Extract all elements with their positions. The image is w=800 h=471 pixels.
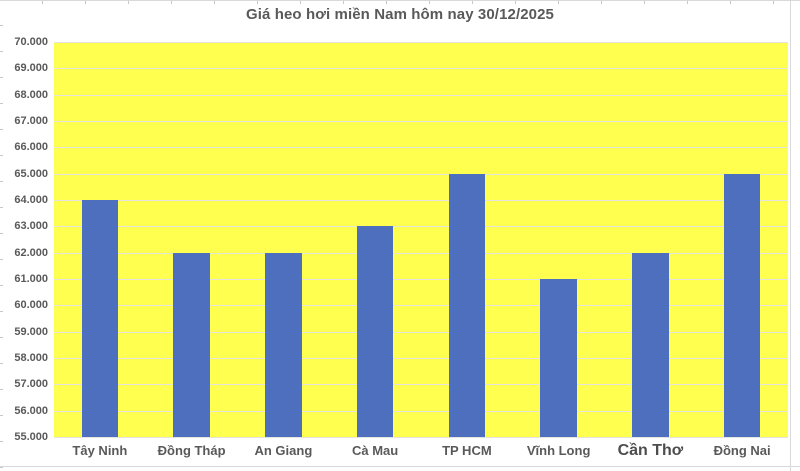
gridline [54, 253, 788, 254]
y-axis-tick-label: 57.000 [14, 378, 48, 390]
gridline [54, 279, 788, 280]
spreadsheet-row-gridline-stubs [0, 0, 3, 471]
gridline [54, 174, 788, 175]
spreadsheet-row-gridline [0, 466, 800, 467]
gridline [54, 42, 788, 43]
gridline [54, 147, 788, 148]
y-axis-tick-label: 67.000 [14, 115, 48, 127]
bar-đồng-nai [723, 173, 761, 437]
gridline [54, 121, 788, 122]
y-axis-tick-label: 69.000 [14, 62, 48, 74]
bar-tây-ninh [81, 200, 119, 437]
gridline [54, 95, 788, 96]
x-axis-tick-label: Tây Ninh [72, 443, 128, 458]
x-axis-tick-label: Đồng Nai [713, 443, 771, 458]
y-axis-tick-label: 55.000 [14, 431, 48, 443]
bar-cà-mau [356, 226, 394, 437]
y-axis-tick-label: 64.000 [14, 194, 48, 206]
chart-title: Giá heo hơi miền Nam hôm nay 30/12/2025 [245, 6, 555, 23]
bars-layer [54, 42, 788, 437]
spreadsheet-column-gridline [790, 0, 791, 471]
y-axis-tick-label: 61.000 [14, 273, 48, 285]
bar-cần-thơ [632, 252, 669, 437]
gridline [54, 411, 788, 412]
gridline [54, 200, 788, 201]
plot-area [54, 42, 788, 438]
gridline [54, 437, 788, 438]
spreadsheet-column-gridline-stubs [0, 0, 800, 4]
y-axis: 70.000 69.000 68.000 67.000 66.000 65.000 64.0… [0, 36, 48, 443]
bar-tp-hcm [448, 173, 486, 437]
gridline [54, 358, 788, 359]
y-axis-tick-label: 70.000 [14, 36, 48, 48]
y-axis-tick-label: 62.000 [14, 247, 48, 259]
x-axis-tick-label: Đồng Tháp [157, 443, 226, 458]
y-axis-tick-label: 68.000 [14, 89, 48, 101]
gridline [54, 305, 788, 306]
gridline [54, 226, 788, 227]
y-axis-tick-label: 66.000 [14, 141, 48, 153]
y-axis-tick-label: 59.000 [14, 326, 48, 338]
x-axis-tick-label: TP HCM [442, 443, 492, 458]
x-axis-tick-label: Vĩnh Long [526, 443, 591, 458]
y-axis-tick-label: 56.000 [14, 405, 48, 417]
y-axis-tick-label: 60.000 [14, 299, 48, 311]
bar-đồng-tháp [173, 252, 210, 437]
x-axis-tick-label: Cà Mau [352, 443, 399, 458]
y-axis-tick-label: 63.000 [14, 220, 48, 232]
x-axis-tick-label: An Giang [254, 443, 313, 458]
gridline [54, 68, 788, 69]
x-axis-tick-label: Cần Thơ [617, 442, 684, 459]
y-axis-tick-label: 58.000 [14, 352, 48, 364]
y-axis-tick-label: 65.000 [14, 168, 48, 180]
x-axis: Tây Ninh Đồng Tháp An Giang Cà Mau TP HCM Vĩn… [54, 439, 788, 465]
bar-vĩnh-long [540, 279, 577, 437]
gridline [54, 384, 788, 385]
gridline [54, 332, 788, 333]
bar-an-giang [265, 252, 302, 437]
